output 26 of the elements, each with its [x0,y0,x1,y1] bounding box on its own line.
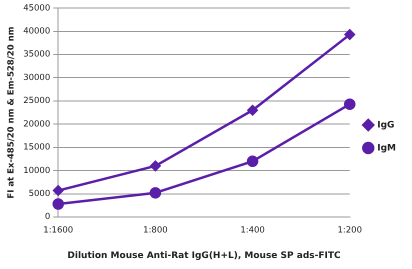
x-tick-label: 1:1600 [43,225,74,236]
x-tick-label: 1:200 [338,225,362,236]
point [52,198,64,210]
y-tick-label: 0 [44,212,50,222]
legend-label: IgM [377,143,396,154]
y-tick-label: 10000 [23,166,50,176]
x-tick-label: 1:800 [143,225,168,236]
point [150,160,161,172]
y-tick-label: 25000 [23,96,50,106]
point [246,156,258,168]
y-tick-label: 30000 [23,72,50,83]
point [150,187,162,199]
point [247,104,258,116]
y-tick-label: 45000 [23,3,50,14]
point [52,185,64,196]
legend-label: IgG [377,120,394,130]
y-tick-label: 15000 [23,142,50,153]
y-tick-label: 20000 [23,119,50,130]
y-tick-label: 5000 [28,188,50,199]
x-axis-title: Dilution Mouse Anti-Rat IgG(H+L), Mouse SP ads-FITC [67,250,341,261]
y-tick-label: 40000 [23,26,50,37]
x-tick-label: 1:400 [240,225,265,236]
y-axis-title: FI at Ex-485/20 nm & Em-528/20 nm [6,26,16,199]
point [344,98,356,110]
y-tick-label: 35000 [23,50,50,60]
point [344,29,356,40]
